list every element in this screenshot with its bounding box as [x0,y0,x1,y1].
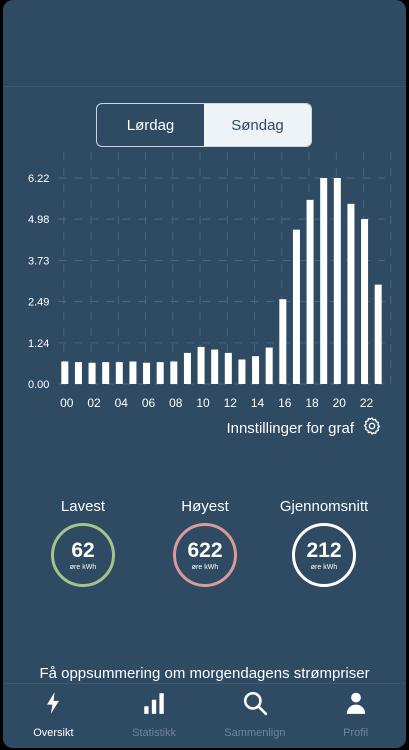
stat-average-ring: 212 øre kWh [292,523,356,587]
bar-hour-03[interactable] [102,362,110,384]
stat-average-unit: øre kWh [310,563,338,571]
x-tick-label: 20 [333,396,347,410]
tab-profil-label: Profil [343,727,369,739]
y-tick-label: 1.24 [28,338,49,350]
x-tick-label: 02 [87,396,101,410]
bar-hour-01[interactable] [74,362,82,384]
bar-hour-23[interactable] [374,284,382,384]
chart-settings-link[interactable]: Innstillinger for graf [226,416,382,440]
x-tick-label: 10 [196,396,210,410]
y-tick-label: 6.22 [28,173,49,185]
bar-chart-icon [141,690,167,721]
tab-statistikk[interactable]: Statistikk [104,684,205,748]
bar-hour-05[interactable] [129,361,137,384]
tab-oversikt-label: Oversikt [33,727,74,739]
tab-bar: Oversikt Statistikk Sammenlign Profil [3,683,406,748]
bar-hour-07[interactable] [156,362,164,384]
day-selector: Lørdag Søndag [96,103,312,147]
x-tick-label: 00 [60,396,74,410]
bar-hour-10[interactable] [197,346,205,384]
stat-highest-unit: øre kWh [191,563,219,571]
stat-average-label: Gjennomsnitt [279,498,369,515]
bar-hour-13[interactable] [238,359,246,384]
stat-highest-ring: 622 øre kWh [173,523,237,587]
price-stats: Lavest 62 øre kWh Høyest 622 øre kWh Gje… [3,498,406,598]
bar-hour-11[interactable] [211,349,219,384]
bar-hour-08[interactable] [170,361,178,384]
stat-lowest-ring: 62 øre kWh [51,523,115,587]
x-tick-label: 12 [224,396,238,410]
x-tick-label: 04 [115,396,129,410]
bar-hour-04[interactable] [115,362,123,384]
stat-average-value: 212 [306,538,342,562]
tab-profil[interactable]: Profil [305,684,406,748]
bar-hour-16[interactable] [279,299,287,384]
promo-text[interactable]: Få oppsummering om morgendagens strømpri… [39,665,370,682]
bar-hour-02[interactable] [88,362,96,384]
tab-sammenlign[interactable]: Sammenlign [205,684,306,748]
bar-hour-18[interactable] [306,199,314,384]
top-bar [3,0,406,87]
y-tick-label: 0.00 [28,379,49,391]
stat-highest-label: Høyest [181,498,229,515]
x-tick-label: 14 [251,396,265,410]
y-tick-label: 2.49 [28,297,49,309]
y-tick-label: 4.98 [28,214,49,226]
lightning-icon [40,690,66,721]
tab-sammenlign-label: Sammenlign [224,727,286,739]
stat-lowest-unit: øre kWh [69,563,97,571]
tab-oversikt[interactable]: Oversikt [3,684,104,748]
stat-lowest-value: 62 [71,538,95,562]
magnifier-icon [242,690,268,721]
bar-hour-17[interactable] [292,229,300,384]
x-tick-label: 22 [360,396,374,410]
x-tick-label: 08 [169,396,183,410]
bar-hour-15[interactable] [265,347,273,384]
tab-statistikk-label: Statistikk [132,727,177,739]
stat-lowest-label: Lavest [60,498,106,515]
bar-hour-21[interactable] [347,203,355,384]
app-screen: Lørdag Søndag 0.00 1.24 2.49 3.73 4.98 6.22 00… [3,0,406,748]
bar-hour-19[interactable] [320,178,328,384]
day-option-sunday[interactable]: Søndag [204,104,311,146]
bar-hour-06[interactable] [143,362,151,384]
bar-hour-12[interactable] [224,352,232,384]
stat-lowest: Lavest 62 øre kWh [18,498,148,587]
gear-icon [362,416,382,440]
x-tick-label: 16 [278,396,292,410]
x-tick-label: 18 [305,396,319,410]
stat-highest-value: 622 [187,538,223,562]
bar-hour-14[interactable] [252,356,260,384]
price-chart-svg: 0.00 1.24 2.49 3.73 4.98 6.22 00 02 04 06 08 10 12 14… [28,152,392,410]
stat-highest: Høyest 622 øre kWh [140,498,270,587]
day-option-saturday[interactable]: Lørdag [126,116,175,134]
x-tick-label: 06 [142,396,156,410]
bar-hour-22[interactable] [361,219,369,384]
bar-hour-09[interactable] [183,352,191,384]
y-tick-label: 3.73 [28,255,49,267]
chart-settings-label: Innstillinger for graf [226,419,354,437]
bar-hour-00[interactable] [61,361,69,384]
bar-hour-20[interactable] [333,178,341,384]
stat-average: Gjennomsnitt 212 øre kWh [259,498,389,587]
price-chart: 0.00 1.24 2.49 3.73 4.98 6.22 00 02 04 06 08 10 12 14… [3,150,406,420]
person-icon [343,690,369,721]
